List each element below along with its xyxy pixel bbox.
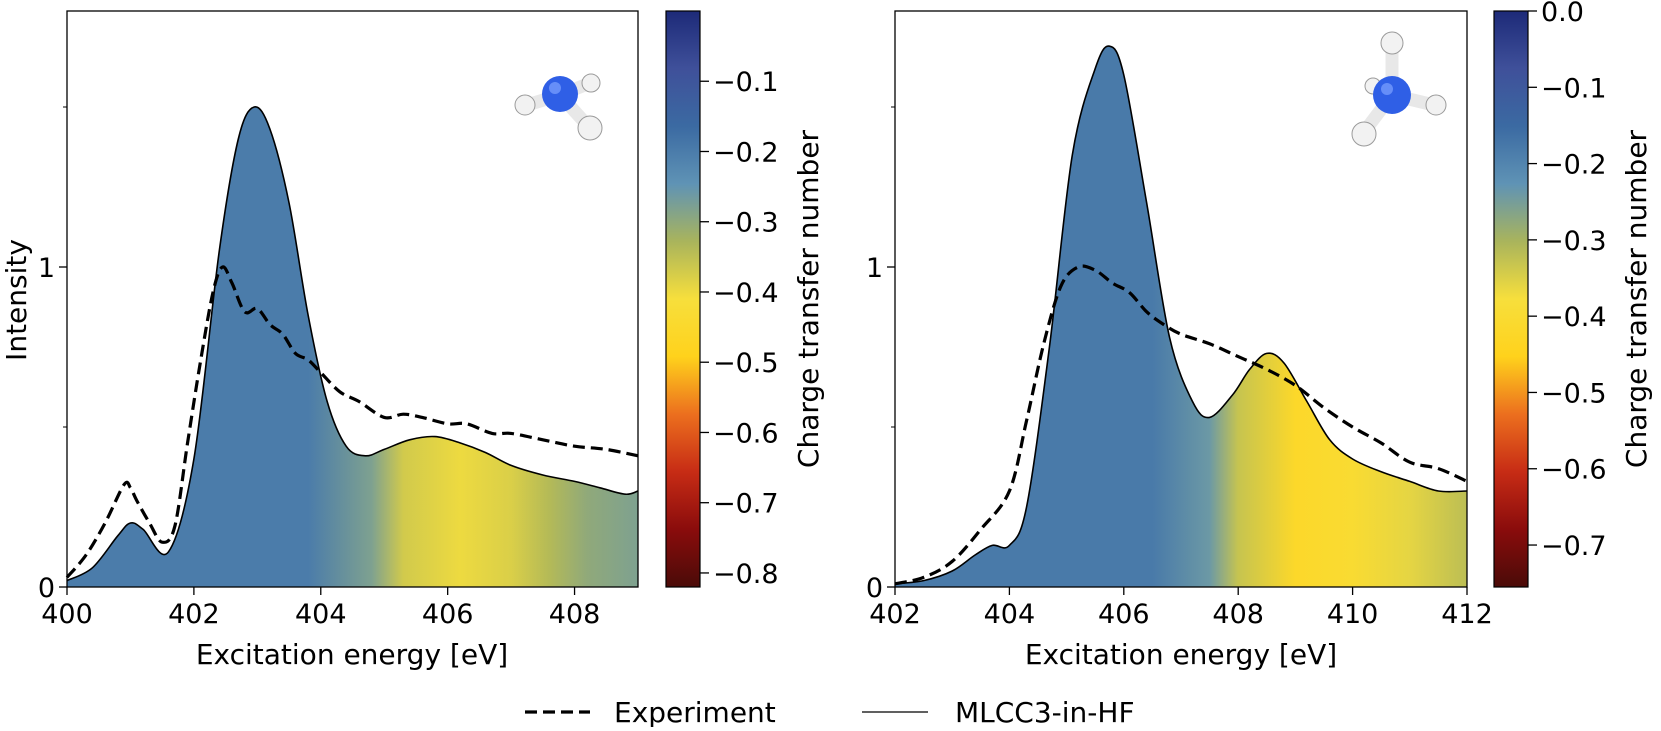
right-colorbar-gradient — [1493, 10, 1529, 588]
left-colorbar-tick-label: −0.4 — [713, 278, 779, 309]
right-colorbar-tick-label: −0.1 — [1541, 73, 1607, 104]
right-colorbar-tick-label: −0.4 — [1541, 302, 1607, 333]
right-colorbar-tick-label: −0.5 — [1541, 378, 1607, 409]
right-x-tick-label: 402 — [869, 599, 921, 630]
right-y-tick-label: 1 — [866, 253, 883, 284]
left-spectrum-fill — [67, 106, 638, 587]
left-series-mlcc3-in-hf — [66, 106, 639, 582]
right-x-tick-label: 406 — [1098, 599, 1150, 630]
ammonia-molecule-inset-right — [1351, 31, 1447, 147]
left-y-tick-label: 0 — [38, 573, 55, 604]
legend: Experiment MLCC3-in-HF — [525, 696, 1135, 729]
left-plot-frame — [66, 10, 639, 588]
right-panel: 402 404 406 408 410 412 0 1 Excitation energy [… — [866, 0, 1653, 671]
left-axis-ticks: 400 402 404 406 408 0 1 — [38, 106, 601, 630]
left-colorbar-gradient — [665, 10, 701, 588]
right-colorbar-tick-label: −0.6 — [1541, 455, 1607, 486]
ammonia-molecule-inset-left — [514, 73, 603, 141]
left-spectrum-lines — [65, 106, 639, 582]
left-colorbar-tick-label: −0.7 — [713, 489, 779, 520]
right-plot-frame — [894, 10, 1468, 588]
left-colorbar-tick-label: −0.5 — [713, 348, 779, 379]
left-colorbar-tick-label: −0.6 — [713, 418, 779, 449]
left-x-tick-label: 408 — [549, 599, 601, 630]
right-x-tick-label: 412 — [1441, 599, 1493, 630]
left-colorbar-tick-label: −0.1 — [713, 67, 779, 98]
right-x-tick-label: 410 — [1327, 599, 1379, 630]
right-colorbar-tick-label: −0.7 — [1541, 531, 1607, 562]
right-spectrum-fill — [895, 46, 1467, 588]
right-colorbar-tick-label: −0.2 — [1541, 150, 1607, 181]
left-colorbar-ticks: −0.1 −0.2 −0.3 −0.4 −0.5 −0.6 −0.7 −0.8 — [700, 67, 779, 590]
left-y-tick-label: 1 — [38, 253, 55, 284]
left-x-axis-title: Excitation energy [eV] — [196, 638, 508, 671]
right-y-tick-label: 0 — [866, 573, 883, 604]
left-x-tick-label: 404 — [295, 599, 347, 630]
right-x-tick-label: 408 — [1212, 599, 1264, 630]
legend-experiment-label: Experiment — [614, 696, 776, 727]
left-colorbar: −0.1 −0.2 −0.3 −0.4 −0.5 −0.6 −0.7 −0.8 Charge … — [665, 10, 825, 590]
left-theory-area — [67, 106, 638, 587]
right-theory-area — [895, 46, 1467, 588]
right-series-mlcc3-in-hf — [894, 45, 1468, 585]
right-colorbar-ticks: 0.0 −0.1 −0.2 −0.3 −0.4 −0.5 −0.6 −0.7 — [1528, 0, 1607, 562]
left-series-experiment — [65, 265, 639, 579]
right-colorbar-tick-label: 0.0 — [1541, 0, 1584, 28]
legend-mlcc3-label: MLCC3-in-HF — [955, 696, 1135, 727]
right-axis-ticks: 402 404 406 408 410 412 0 1 — [866, 106, 1493, 630]
right-series-experiment — [894, 264, 1468, 586]
left-y-axis-title: Intensity — [0, 239, 33, 361]
right-colorbar: 0.0 −0.1 −0.2 −0.3 −0.4 −0.5 −0.6 −0.7 Charge t… — [1493, 0, 1653, 588]
left-colorbar-title: Charge transfer number — [792, 129, 825, 468]
left-x-tick-label: 406 — [422, 599, 474, 630]
left-colorbar-tick-label: −0.8 — [713, 559, 779, 590]
left-colorbar-tick-label: −0.2 — [713, 137, 779, 168]
left-x-tick-label: 400 — [41, 599, 93, 630]
left-panel: 400 402 404 406 408 0 1 Excitation energy [eV]… — [0, 10, 825, 671]
left-colorbar-tick-label: −0.3 — [713, 208, 779, 239]
right-x-tick-label: 404 — [984, 599, 1036, 630]
right-colorbar-title: Charge transfer number — [1620, 129, 1653, 468]
right-colorbar-tick-label: −0.3 — [1541, 226, 1607, 257]
left-x-tick-label: 402 — [168, 599, 220, 630]
right-x-axis-title: Excitation energy [eV] — [1025, 638, 1337, 671]
right-spectrum-lines — [894, 45, 1468, 586]
